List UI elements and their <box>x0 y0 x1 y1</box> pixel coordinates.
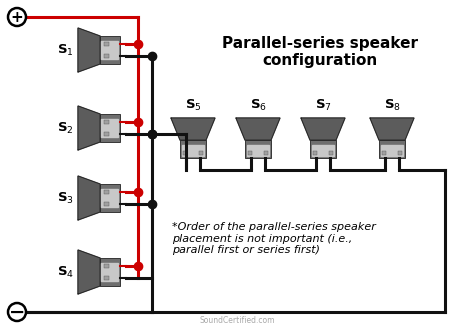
Bar <box>398 151 402 155</box>
Text: Parallel-series speaker
configuration: Parallel-series speaker configuration <box>222 36 418 68</box>
Text: S$_7$: S$_7$ <box>315 98 331 113</box>
Bar <box>104 132 109 136</box>
Bar <box>180 140 206 158</box>
Text: S$_6$: S$_6$ <box>249 98 266 113</box>
Bar <box>100 184 120 212</box>
Bar <box>247 145 269 156</box>
Bar <box>104 54 109 58</box>
Polygon shape <box>78 106 100 150</box>
Text: +: + <box>10 10 23 24</box>
Bar <box>104 264 109 268</box>
Bar <box>264 151 268 155</box>
Polygon shape <box>370 118 414 140</box>
Bar <box>104 120 109 124</box>
Circle shape <box>8 303 26 321</box>
Bar <box>101 119 118 137</box>
Text: S$_3$: S$_3$ <box>57 190 74 206</box>
Bar <box>379 140 405 158</box>
Bar <box>100 114 120 142</box>
Bar <box>183 151 187 155</box>
Bar <box>245 140 271 158</box>
Bar <box>382 151 386 155</box>
Bar <box>248 151 252 155</box>
Text: −: − <box>9 302 25 321</box>
Bar <box>100 258 120 286</box>
Bar <box>104 276 109 280</box>
Text: S$_4$: S$_4$ <box>57 265 74 280</box>
Polygon shape <box>78 250 100 294</box>
Polygon shape <box>236 118 280 140</box>
Bar <box>101 41 118 59</box>
Bar <box>101 263 118 281</box>
Polygon shape <box>78 28 100 72</box>
Circle shape <box>8 8 26 26</box>
Polygon shape <box>171 118 215 140</box>
Text: S$_2$: S$_2$ <box>57 120 74 136</box>
Bar <box>101 189 118 207</box>
Text: S$_8$: S$_8$ <box>383 98 401 113</box>
Bar <box>104 202 109 206</box>
Polygon shape <box>301 118 345 140</box>
Text: *Order of the parallel-series speaker
placement is not important (i.e.,
parallel: *Order of the parallel-series speaker pl… <box>172 222 376 255</box>
Bar <box>329 151 333 155</box>
Bar <box>310 140 336 158</box>
Bar <box>312 145 334 156</box>
Text: SoundCertified.com: SoundCertified.com <box>199 316 275 325</box>
Bar <box>313 151 317 155</box>
Bar <box>104 42 109 46</box>
Bar <box>182 145 204 156</box>
Text: S$_1$: S$_1$ <box>57 42 74 58</box>
Bar <box>381 145 403 156</box>
Bar <box>104 190 109 194</box>
Text: S$_5$: S$_5$ <box>185 98 201 113</box>
Bar <box>100 36 120 64</box>
Bar <box>199 151 203 155</box>
Polygon shape <box>78 176 100 220</box>
